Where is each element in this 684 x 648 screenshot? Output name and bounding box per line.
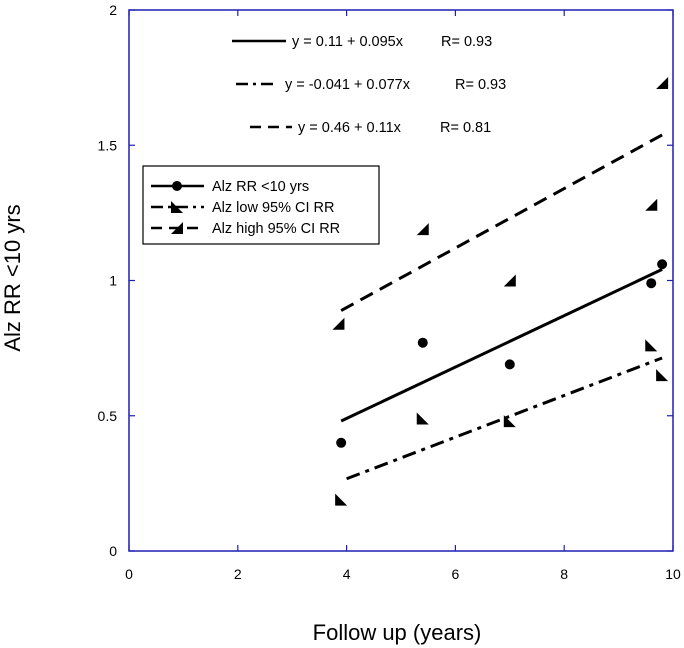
axes: 0 2 4 6 8 10 0 0.5 1 1.5 2 [98,2,681,582]
data-point-series-1 [646,278,657,289]
fit-equation: y = 0.46 + 0.11x [298,120,402,136]
data-points [332,77,669,506]
legend-marker [171,201,183,213]
equations-block: y = 0.11 + 0.095x R= 0.93 y = -0.041 + 0.0… [232,34,506,136]
fit-line-series-3 [340,133,663,312]
x-tick-label: 2 [234,566,242,582]
y-tick-label: 1 [109,273,117,289]
x-tick-label: 4 [343,566,351,582]
legend-marker [171,222,183,234]
data-point-series-1 [504,359,515,370]
data-point-series-1 [657,259,668,270]
data-point-series-1 [417,337,428,348]
fit-equation: y = 0.11 + 0.095x [292,34,404,50]
data-point-series-1 [336,437,347,448]
fit-line-series-1 [340,268,663,423]
data-point-series-3 [416,223,429,236]
data-point-series-2 [335,493,348,506]
legend-marker [172,181,182,191]
fit-line-series-2 [346,356,663,481]
fit-r-value: R= 0.81 [440,120,491,136]
x-tick-label: 0 [125,566,133,582]
data-point-series-3 [645,198,658,211]
legend: Alz RR <10 yrs Alz low 95% CI RR Alz high … [142,165,380,245]
legend-label: Alz high 95% CI RR [212,221,340,237]
data-point-series-3 [656,77,669,90]
y-axis-title: Alz RR <10 yrs [0,204,25,351]
y-tick-label: 0.5 [98,408,118,424]
data-point-series-2 [656,369,669,382]
legend-label: Alz RR <10 yrs [212,179,309,195]
data-point-series-3 [503,274,516,287]
x-tick-label: 8 [560,566,568,582]
data-point-series-2 [503,415,516,428]
x-tick-label: 10 [665,566,681,582]
data-point-series-2 [416,412,429,425]
fit-r-value: R= 0.93 [441,34,492,50]
data-point-series-3 [332,317,345,330]
fit-lines [340,133,663,481]
legend-label: Alz low 95% CI RR [212,200,334,216]
x-tick-label: 6 [452,566,460,582]
y-tick-label: 0 [109,543,117,559]
y-tick-label: 2 [109,2,117,18]
fit-r-value: R= 0.93 [455,77,506,93]
data-point-series-2 [645,339,658,352]
fit-equation: y = -0.041 + 0.077x [285,77,411,93]
y-tick-label: 1.5 [98,137,118,153]
x-axis-title: Follow up (years) [313,620,482,645]
